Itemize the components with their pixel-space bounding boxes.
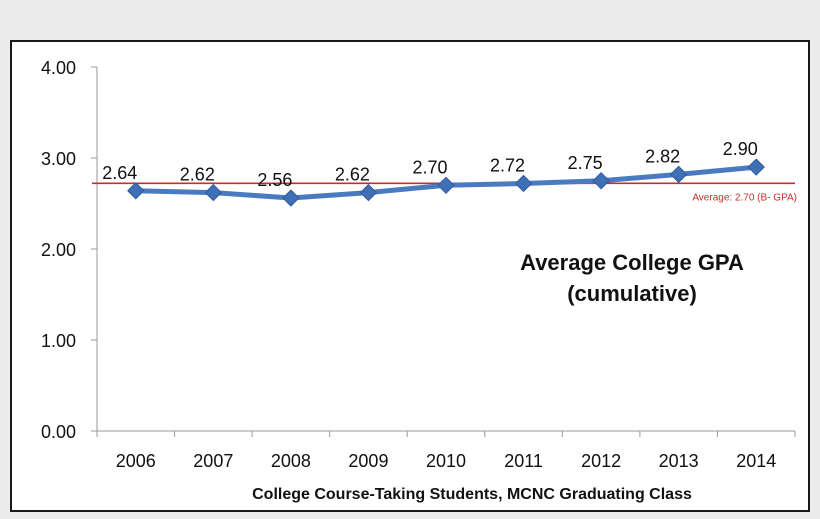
x-tick-label: 2012: [581, 451, 621, 471]
data-point-marker: [669, 165, 688, 184]
y-tick-label: 3.00: [41, 149, 76, 169]
y-tick-label: 4.00: [41, 58, 76, 78]
data-value-label: 2.70: [412, 157, 447, 177]
x-tick-label: 2009: [348, 451, 388, 471]
data-value-label: 2.62: [180, 165, 215, 185]
gpa-data-labels: 2.64 2.62 2.56 2.62 2.70 2.72 2.75 2.82 2.90: [102, 139, 757, 190]
x-tick-label: 2011: [504, 451, 543, 471]
x-tick-label: 2008: [271, 451, 311, 471]
data-point-marker: [437, 176, 455, 195]
x-tick-label: 2006: [116, 451, 156, 471]
data-value-label: 2.90: [723, 139, 758, 159]
data-value-label: 2.72: [490, 155, 525, 175]
y-axis-ticks: 0.00 1.00 2.00 3.00 4.00: [41, 58, 97, 442]
x-tick-label: 2014: [736, 451, 776, 471]
data-value-label: 2.56: [257, 170, 292, 190]
data-point-marker: [747, 158, 765, 176]
average-reference-label: Average: 2.70 (B- GPA): [692, 192, 797, 203]
chart-title-line-2: (cumulative): [567, 281, 697, 306]
x-axis-title: College Course-Taking Students, MCNC Gra…: [252, 486, 692, 503]
y-tick-label: 1.00: [41, 331, 76, 351]
data-value-label: 2.82: [645, 146, 680, 166]
y-tick-label: 2.00: [41, 240, 76, 260]
chart-title-line-1: Average College GPA: [520, 250, 744, 275]
data-point-marker: [359, 183, 378, 202]
data-value-label: 2.64: [102, 163, 137, 183]
data-value-label: 2.75: [568, 153, 603, 173]
gpa-series-markers: [127, 158, 765, 207]
x-tick-label: 2013: [659, 451, 699, 471]
x-axis-ticks: 2006 2007 2008 2009 2010 2011 2012 2013 2014: [96, 431, 796, 471]
data-point-marker: [282, 189, 300, 207]
data-point-marker: [592, 172, 610, 190]
chart-frame: [10, 40, 810, 512]
data-point-marker: [204, 183, 223, 202]
data-point-marker: [127, 182, 145, 200]
x-tick-label: 2010: [426, 451, 466, 471]
x-tick-label: 2007: [193, 451, 233, 471]
data-point-marker: [514, 174, 533, 193]
y-tick-label: 0.00: [41, 422, 76, 442]
data-value-label: 2.62: [335, 165, 370, 185]
